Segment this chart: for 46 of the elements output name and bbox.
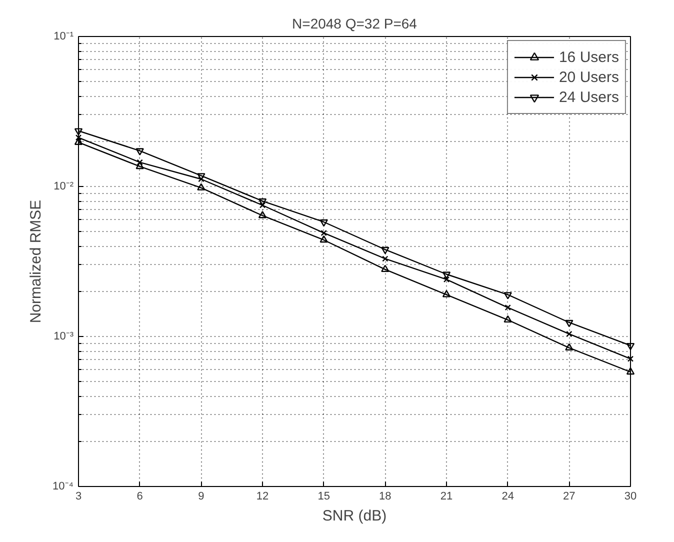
y-axis-title: Normalized RMSE xyxy=(28,200,45,324)
legend-label: 24 Users xyxy=(558,88,619,106)
x-tick-label: 9 xyxy=(198,490,204,502)
point xyxy=(136,148,144,156)
x-tick-label: 12 xyxy=(256,490,269,502)
point xyxy=(442,290,451,298)
x-tick-label: 3 xyxy=(75,490,82,502)
y-tick-label: 10⁻² xyxy=(54,180,74,192)
point xyxy=(565,320,574,328)
point xyxy=(504,315,512,323)
point xyxy=(320,230,327,236)
point xyxy=(566,330,572,338)
point xyxy=(136,159,143,166)
point xyxy=(626,367,635,375)
point xyxy=(259,202,266,208)
x-tick-label: 18 xyxy=(379,490,392,502)
x-axis-title: SNR (dB) xyxy=(322,508,387,524)
y-tick-label: 10⁻³ xyxy=(54,330,74,342)
legend-label: 16 Users xyxy=(558,48,619,66)
point xyxy=(75,134,82,141)
y-tick-label: 10⁻⁴ xyxy=(52,480,74,492)
point xyxy=(626,342,635,350)
point xyxy=(382,256,388,262)
point xyxy=(74,128,83,136)
chart-title: N=2048 Q=32 P=64 xyxy=(292,16,418,32)
point xyxy=(504,292,512,300)
legend-label: 20 Users xyxy=(558,68,619,86)
point xyxy=(197,183,206,190)
point xyxy=(320,219,328,227)
point xyxy=(320,235,328,243)
point xyxy=(381,246,390,254)
point xyxy=(198,176,204,182)
point xyxy=(443,276,450,283)
x-tick-label: 27 xyxy=(563,490,576,502)
y-tick-label: 10⁻¹ xyxy=(54,30,74,42)
point xyxy=(627,356,634,362)
x-tick-label: 6 xyxy=(136,490,143,502)
x-tick-label: 21 xyxy=(440,490,453,502)
point xyxy=(442,272,451,279)
point xyxy=(258,210,267,218)
x-tick-label: 30 xyxy=(624,490,637,502)
point xyxy=(504,304,511,311)
point xyxy=(565,343,574,350)
x-tick-label: 15 xyxy=(318,490,330,502)
point xyxy=(381,264,390,272)
x-tick-label: 24 xyxy=(502,490,514,502)
